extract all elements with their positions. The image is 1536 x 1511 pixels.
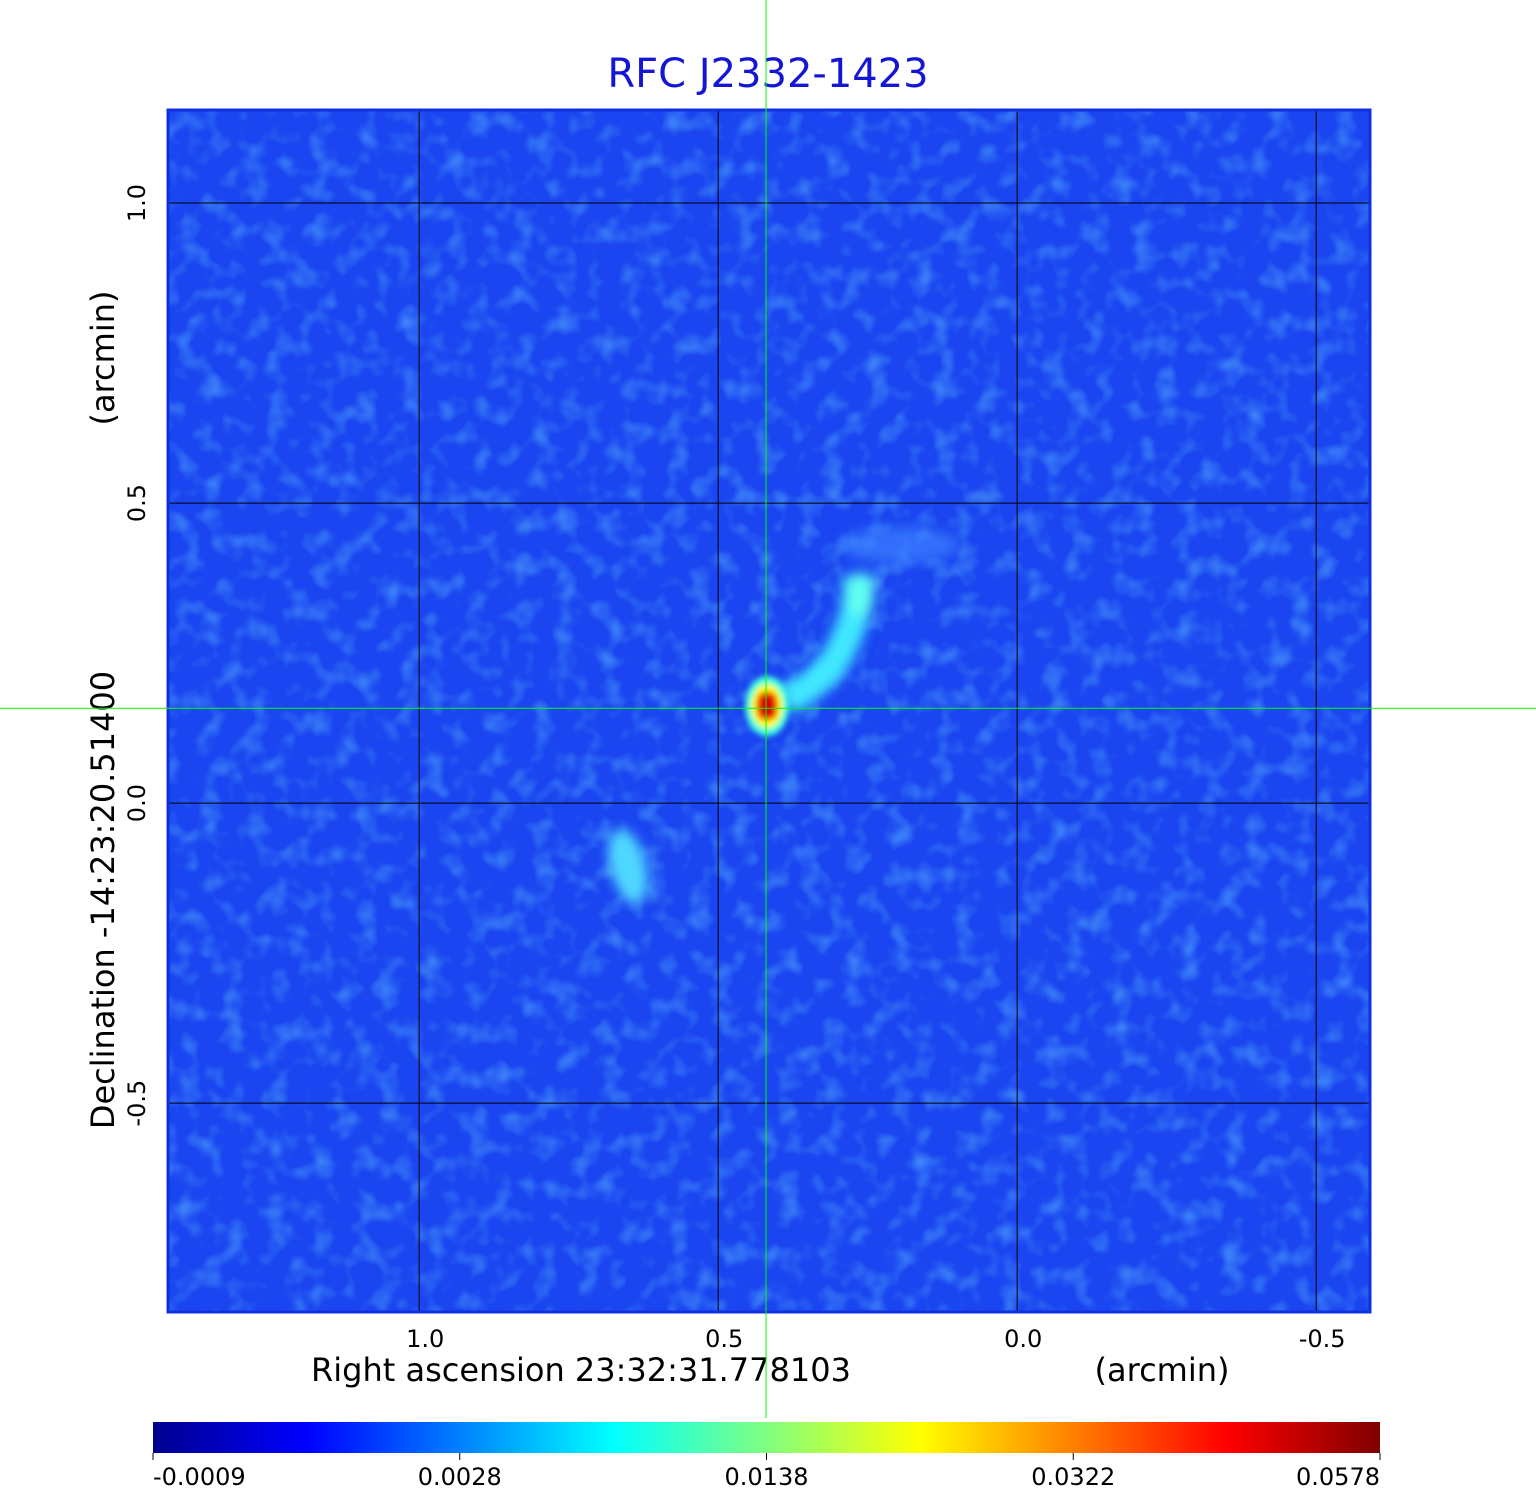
y-tick-label: 0.0 [123, 784, 151, 822]
colorbar-tick-label: 0.0028 [418, 1463, 502, 1491]
colorbar [153, 1422, 1380, 1453]
grid [168, 110, 1370, 1312]
x-tick-label: -0.5 [1299, 1325, 1346, 1353]
y-tick-label: -0.5 [123, 1080, 151, 1127]
y-tick-label: 1.0 [123, 184, 151, 222]
x-axis-unit: (arcmin) [1095, 1351, 1230, 1389]
colorbar-tick-label: 0.0138 [725, 1463, 809, 1491]
x-tick-label: 0.5 [705, 1325, 743, 1353]
y-axis-unit: (arcmin) [84, 291, 122, 426]
x-axis-label: Right ascension 23:32:31.778103 [311, 1351, 851, 1389]
chart-title: RFC J2332-1423 [607, 51, 928, 97]
colorbar-tick-label: 0.0322 [1031, 1463, 1115, 1491]
plot-frame [166, 108, 1372, 1314]
y-axis-label: Declination -14:23:20.51400 [84, 671, 122, 1129]
x-tick-label: 0.0 [1004, 1325, 1042, 1353]
sky-image [168, 110, 1370, 1312]
y-tick-label: 0.5 [123, 484, 151, 522]
colorbar-tick-label: -0.0009 [153, 1463, 246, 1491]
colorbar-tick-label: 0.0578 [1296, 1463, 1380, 1491]
x-tick-label: 1.0 [406, 1325, 444, 1353]
